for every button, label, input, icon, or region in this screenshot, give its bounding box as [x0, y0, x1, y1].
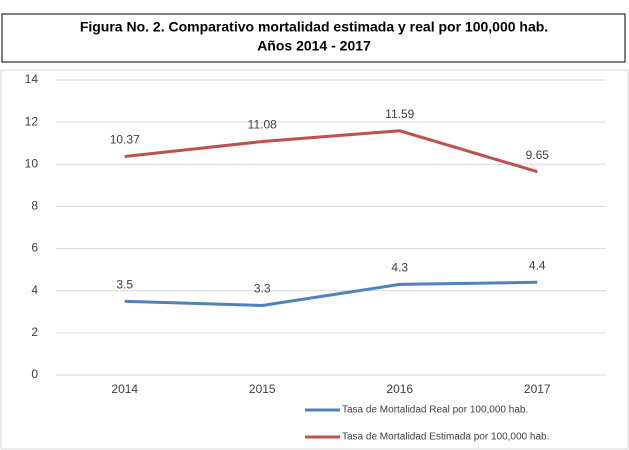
chart-title: Figura No. 2. Comparativo mortalidad est… [80, 19, 548, 35]
x-tick-label: 2014 [111, 382, 138, 396]
y-tick-label: 6 [31, 241, 38, 255]
data-label: 9.65 [526, 148, 550, 162]
series-line [124, 280, 538, 307]
plot-frame [0, 69, 629, 450]
series-line [124, 129, 538, 174]
y-tick-label: 12 [25, 114, 39, 128]
x-tick-label: 2015 [249, 382, 276, 396]
data-label: 11.59 [385, 107, 414, 121]
y-tick-label: 2 [31, 325, 38, 339]
x-tick-label: 2016 [386, 382, 413, 396]
data-label: 4.3 [391, 261, 408, 275]
y-tick-label: 8 [31, 199, 38, 213]
x-tick-label: 2017 [524, 382, 551, 396]
data-label: 3.3 [254, 282, 271, 296]
data-label: 11.08 [248, 118, 277, 132]
chart-subtitle: Años 2014 - 2017 [257, 38, 371, 54]
legend-label: Tasa de Mortalidad Estimada por 100,000 … [342, 432, 549, 443]
data-label: 3.5 [116, 277, 133, 291]
y-tick-label: 4 [31, 283, 38, 297]
legend-label: Tasa de Mortalidad Real por 100,000 hab. [342, 405, 528, 416]
y-tick-label: 0 [31, 367, 38, 381]
data-label: 10.37 [110, 133, 140, 147]
y-tick-label: 14 [25, 72, 39, 86]
y-tick-label: 10 [25, 156, 39, 170]
title-box [1, 13, 626, 63]
data-label: 4.4 [529, 258, 546, 272]
